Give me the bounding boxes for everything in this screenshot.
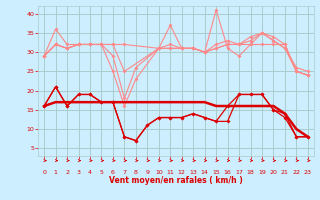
X-axis label: Vent moyen/en rafales ( km/h ): Vent moyen/en rafales ( km/h ) [109, 176, 243, 185]
